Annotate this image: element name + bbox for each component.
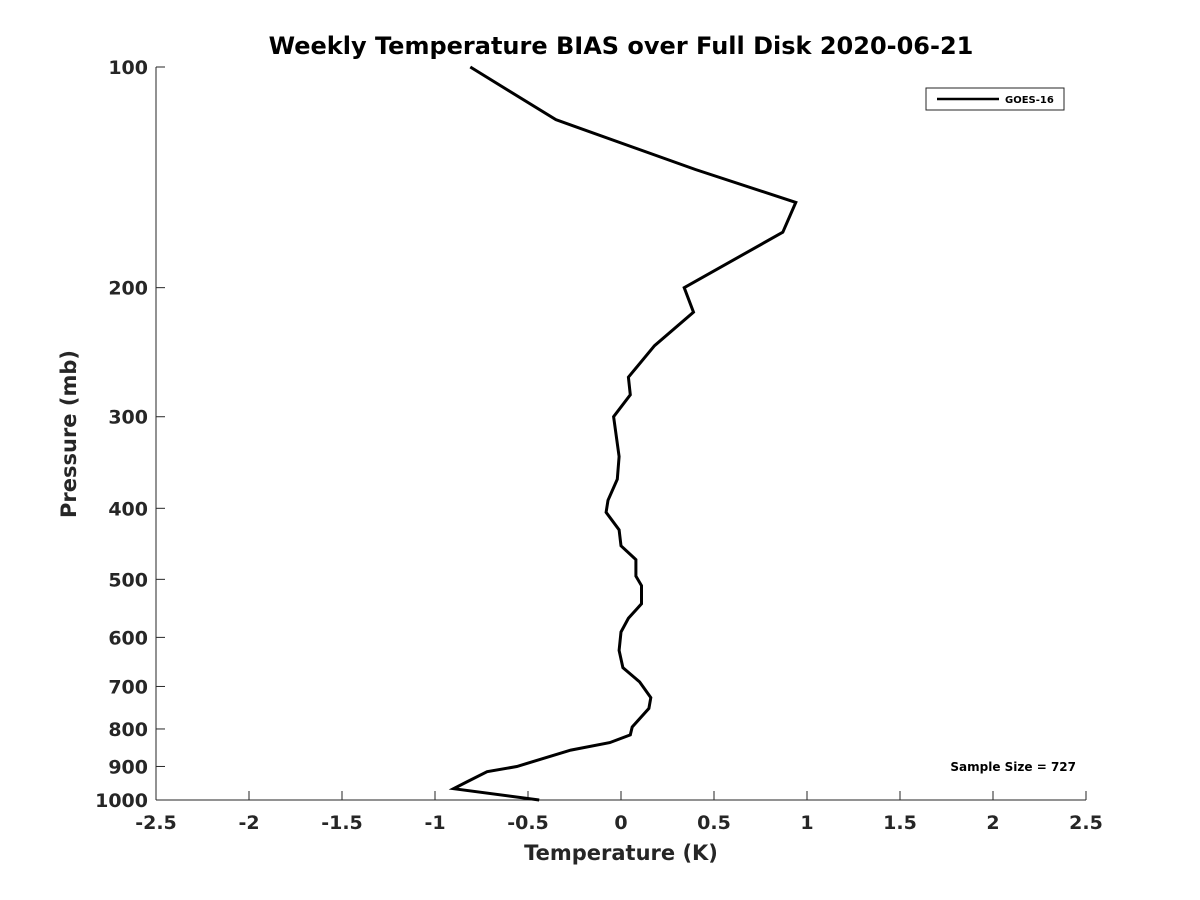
legend: GOES-16 (925, 87, 1065, 111)
x-axis-ticks: -2.5 -2 -1.5 -1 -0.5 0 0.5 1 1.5 2 2.5 (135, 791, 1103, 834)
y-tick-label: 1000 (95, 790, 148, 812)
x-axis-label: Temperature (K) (524, 841, 718, 865)
x-tick-label: 2.5 (1069, 812, 1103, 834)
y-tick-label: 400 (108, 498, 148, 520)
plot-area: -2.5 -2 -1.5 -1 -0.5 0 0.5 1 1.5 2 2.5 100 200 300 40… (95, 57, 1103, 834)
x-tick-label: -2.5 (135, 812, 177, 834)
x-tick-label: 2 (986, 812, 999, 834)
x-tick-label: 0.5 (697, 812, 731, 834)
x-tick-label: -2 (238, 812, 259, 834)
y-axis-label: Pressure (mb) (57, 350, 81, 518)
sample-size-annotation: Sample Size = 727 (950, 760, 1076, 774)
y-tick-label: 300 (108, 407, 148, 429)
y-axis-ticks: 100 200 300 400 500 600 700 800 900 1000 (95, 57, 165, 812)
series-layer (448, 65, 798, 802)
x-tick-label: -1 (424, 812, 445, 834)
y-tick-label: 200 (108, 278, 148, 300)
y-tick-label: 100 (108, 57, 148, 79)
y-tick-label: 500 (108, 569, 148, 591)
series-line-goes-16 (448, 65, 798, 802)
legend-label-goes-16: GOES-16 (1005, 95, 1054, 106)
x-tick-label: 1 (800, 812, 813, 834)
x-tick-label: 0 (614, 812, 627, 834)
y-tick-label: 600 (108, 627, 148, 649)
chart-title: Weekly Temperature BIAS over Full Disk 2… (269, 32, 974, 60)
x-tick-label: -1.5 (321, 812, 363, 834)
x-tick-label: -0.5 (507, 812, 549, 834)
y-tick-label: 800 (108, 719, 148, 741)
y-tick-label: 700 (108, 676, 148, 698)
y-tick-label: 900 (108, 756, 148, 778)
x-tick-label: 1.5 (883, 812, 917, 834)
